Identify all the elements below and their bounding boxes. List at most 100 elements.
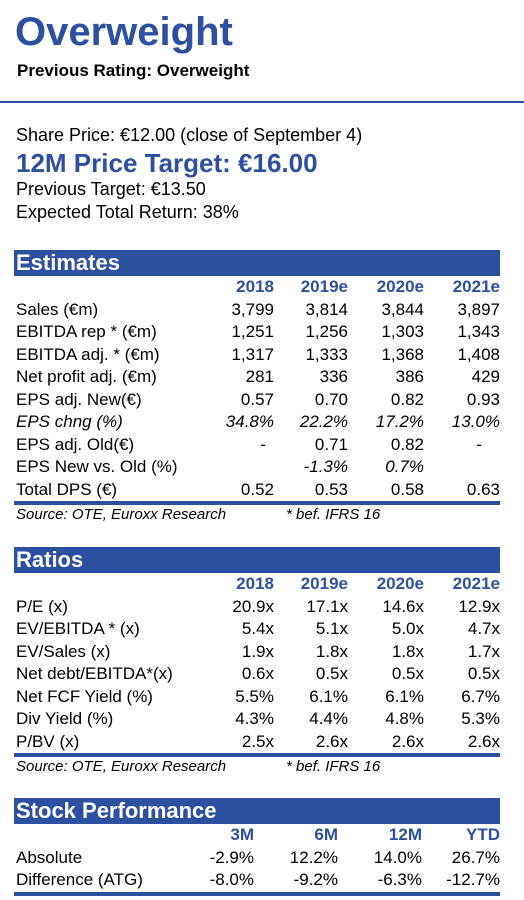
cell-value: 12.2% bbox=[289, 847, 338, 867]
cell-value: 429 bbox=[471, 367, 500, 386]
cell-value: 0.71 bbox=[314, 434, 348, 454]
cell-value: 1.8x bbox=[391, 641, 424, 661]
cell-value: 5.4x bbox=[241, 619, 274, 638]
row-label: Sales (€m) bbox=[16, 299, 99, 319]
cell-value: 5.0x bbox=[391, 619, 424, 638]
row-label: Div Yield (%) bbox=[16, 709, 114, 728]
previous-target: Previous Target: €13.50 bbox=[16, 179, 206, 199]
ratios-table: 2018 2019e 2020e 2021e P/E (x) 20.9x 17.… bbox=[14, 573, 500, 753]
cell-value: 0.53 bbox=[314, 479, 348, 499]
cell-value: 34.8% bbox=[225, 412, 274, 431]
cell-value: 5.1x bbox=[315, 619, 348, 638]
cell-value: 0.70 bbox=[314, 389, 348, 409]
cell-value: 1,303 bbox=[381, 322, 424, 341]
table-row: Net debt/EBITDA*(x) 0.6x 0.5x 0.5x 0.5x bbox=[14, 663, 500, 686]
cell-value bbox=[424, 456, 500, 479]
table-row: EBITDA rep * (€m) 1,251 1,256 1,303 1,34… bbox=[14, 321, 500, 344]
cell-value: 2.6x bbox=[315, 731, 348, 751]
cell-value: 2.5x bbox=[241, 731, 274, 751]
price-target: 12M Price Target: €16.00 bbox=[16, 148, 318, 178]
cell-value: 0.93 bbox=[466, 389, 500, 409]
period-header: 12M bbox=[388, 825, 422, 844]
ratios-bottom-rule bbox=[14, 753, 500, 757]
period-header: YTD bbox=[466, 825, 500, 844]
cell-value: 17.1x bbox=[306, 596, 348, 616]
table-row: EPS chng (%) 34.8% 22.2% 17.2% 13.0% bbox=[14, 411, 500, 434]
cell-value: 2.6x bbox=[467, 731, 500, 751]
cell-value: -9.2% bbox=[293, 870, 338, 889]
period-header: 3M bbox=[230, 825, 254, 844]
table-row: Div Yield (%) 4.3% 4.4% 4.8% 5.3% bbox=[14, 708, 500, 731]
table-row: P/BV (x) 2.5x 2.6x 2.6x 2.6x bbox=[14, 731, 500, 754]
cell-value: 0.5x bbox=[391, 664, 424, 683]
expected-return: Expected Total Return: 38% bbox=[16, 202, 239, 222]
cell-value: 336 bbox=[319, 367, 348, 386]
estimates-source: Source: OTE, Euroxx Research * bef. IFRS… bbox=[14, 505, 500, 527]
cell-value: 0.57 bbox=[240, 389, 274, 409]
cell-value: 1,317 bbox=[231, 344, 274, 364]
performance-period-row: 3M 6M 12M YTD bbox=[14, 824, 500, 847]
cell-value: 6.1% bbox=[385, 686, 424, 706]
ratios-header: Ratios bbox=[14, 547, 500, 573]
cell-value: 4.8% bbox=[385, 709, 424, 728]
row-label: EBITDA rep * (€m) bbox=[16, 322, 157, 341]
estimates-header: Estimates bbox=[14, 250, 500, 276]
year-header: 2019e bbox=[300, 574, 348, 593]
table-row: EPS adj. New(€) 0.57 0.70 0.82 0.93 bbox=[14, 389, 500, 412]
year-header: 2021e bbox=[452, 574, 500, 593]
cell-value: 17.2% bbox=[375, 412, 424, 431]
year-header: 2018 bbox=[236, 277, 274, 296]
table-row: Total DPS (€) 0.52 0.53 0.58 0.63 bbox=[14, 479, 500, 502]
row-label: Net FCF Yield (%) bbox=[16, 686, 153, 706]
cell-value: 12.9x bbox=[458, 596, 500, 616]
estimates-year-row: 2018 2019e 2020e 2021e bbox=[14, 276, 500, 299]
ratios-section: Ratios 2018 2019e 2020e 2021e P/E (x) 20… bbox=[14, 547, 500, 779]
cell-value: - bbox=[476, 434, 482, 454]
performance-bottom-rule bbox=[14, 891, 500, 896]
header-divider bbox=[0, 101, 524, 103]
table-row: Net FCF Yield (%) 5.5% 6.1% 6.1% 6.7% bbox=[14, 686, 500, 709]
cell-value: 3,799 bbox=[231, 299, 274, 319]
cell-value: -8.0% bbox=[209, 870, 254, 889]
price-block: Share Price: €12.00 (close of September … bbox=[16, 124, 516, 224]
cell-value: 6.7% bbox=[461, 686, 500, 706]
cell-value: 386 bbox=[395, 367, 424, 386]
row-label: Total DPS (€) bbox=[16, 479, 118, 499]
performance-table: 3M 6M 12M YTD Absolute -2.9% 12.2% 14.0%… bbox=[14, 824, 500, 892]
cell-value: 14.0% bbox=[373, 847, 422, 867]
cell-value: 1.9x bbox=[241, 641, 274, 661]
rating-title: Overweight bbox=[15, 10, 233, 54]
cell-value: 0.82 bbox=[390, 389, 424, 409]
year-header: 2021e bbox=[452, 277, 500, 296]
table-row: EV/Sales (x) 1.9x 1.8x 1.8x 1.7x bbox=[14, 641, 500, 664]
source-text: Source: OTE, Euroxx Research bbox=[16, 758, 227, 775]
table-row: EBITDA adj. * (€m) 1,317 1,333 1,368 1,4… bbox=[14, 344, 500, 367]
source-note: * bef. IFRS 16 bbox=[286, 758, 381, 775]
cell-value: 0.52 bbox=[240, 479, 274, 499]
cell-value: 22.2% bbox=[299, 412, 348, 431]
cell-value: 0.58 bbox=[390, 479, 424, 499]
year-header: 2019e bbox=[300, 277, 348, 296]
ratios-year-row: 2018 2019e 2020e 2021e bbox=[14, 573, 500, 596]
cell-value: 0.5x bbox=[315, 664, 348, 683]
cell-value: 26.7% bbox=[451, 847, 500, 867]
previous-rating: Previous Rating: Overweight bbox=[17, 61, 250, 80]
cell-value: 14.6x bbox=[382, 596, 424, 616]
cell-value: 0.5x bbox=[467, 664, 500, 683]
cell-value: 2.6x bbox=[391, 731, 424, 751]
cell-value: -2.9% bbox=[209, 847, 254, 867]
row-label: EPS chng (%) bbox=[16, 412, 123, 431]
cell-value: 3,814 bbox=[305, 299, 348, 319]
cell-value: 5.5% bbox=[235, 686, 274, 706]
cell-value: 20.9x bbox=[232, 596, 274, 616]
row-label: EPS New vs. Old (%) bbox=[16, 457, 178, 476]
cell-value: -1.3% bbox=[303, 457, 348, 476]
row-label: Net profit adj. (€m) bbox=[16, 367, 157, 386]
share-price: Share Price: €12.00 (close of September … bbox=[16, 125, 363, 145]
cell-value: 0.63 bbox=[466, 479, 500, 499]
cell-value bbox=[214, 456, 274, 479]
estimates-section: Estimates 2018 2019e 2020e 2021e Sales (… bbox=[14, 250, 500, 527]
table-row: Difference (ATG) -8.0% -9.2% -6.3% -12.7… bbox=[14, 869, 500, 892]
cell-value: 4.4% bbox=[309, 709, 348, 728]
cell-value: 3,897 bbox=[457, 299, 500, 319]
